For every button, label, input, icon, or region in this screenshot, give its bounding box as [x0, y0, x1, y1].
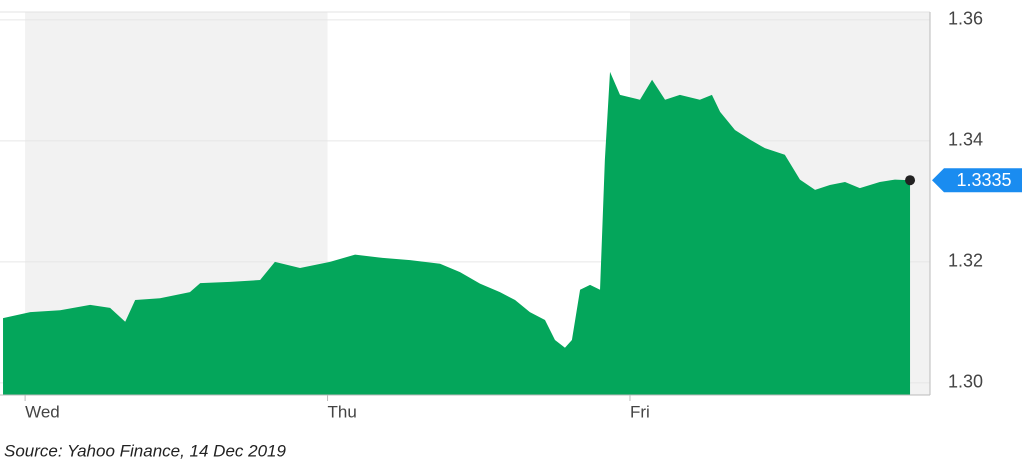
- last-price-label: 1.3335: [956, 170, 1011, 190]
- source-note: Source: Yahoo Finance, 14 Dec 2019: [4, 441, 286, 460]
- y-tick-label: 1.36: [948, 9, 983, 29]
- x-tick-label: Fri: [630, 402, 650, 421]
- last-price-tag: [932, 168, 1022, 193]
- x-tick-label: Wed: [25, 402, 60, 421]
- last-price-dot: [905, 175, 916, 186]
- price-area: [3, 71, 911, 395]
- y-tick-label: 1.34: [948, 130, 983, 150]
- y-tick-label: 1.32: [948, 251, 983, 271]
- y-tick-label: 1.30: [948, 372, 983, 392]
- x-tick-label: Thu: [328, 402, 357, 421]
